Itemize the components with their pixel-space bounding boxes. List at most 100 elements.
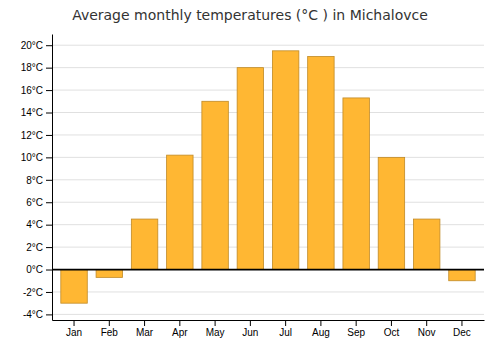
y-tick-mark (46, 135, 52, 136)
x-tick: Apr (172, 320, 188, 338)
grid-line (52, 157, 484, 158)
y-tick-mark (46, 270, 52, 271)
y-axis: -4°C -2°C 0°C 2°C 4°C 6°C 8°C 10°C 12°C 14°C 16°C 1… (21, 35, 53, 321)
y-axis-line (52, 35, 53, 321)
x-tick: May (206, 320, 225, 338)
y-tick-label: 0°C (26, 264, 43, 275)
bar (449, 270, 475, 281)
x-tick: Jul (279, 320, 292, 338)
x-tick-label: Jun (242, 327, 258, 338)
y-tick-label: 10°C (21, 152, 43, 163)
grid-line (52, 314, 484, 315)
bars (52, 51, 484, 303)
x-tick-mark (461, 320, 462, 326)
y-tick-mark (46, 90, 52, 91)
x-tick-label: Dec (453, 327, 471, 338)
bar (343, 98, 369, 270)
y-tick: 12°C (21, 130, 52, 141)
y-tick-mark (46, 225, 52, 226)
y-tick: -4°C (23, 309, 52, 320)
y-tick: 14°C (21, 107, 52, 118)
y-tick-mark (46, 247, 52, 248)
x-tick: Jun (242, 320, 258, 338)
bar (202, 101, 228, 269)
y-tick-mark (46, 45, 52, 46)
bar (61, 270, 87, 304)
y-tick: 2°C (26, 242, 52, 253)
x-axis: Jan Feb Mar Apr May Jun Jul Aug Sep Oct Nov Dec (53, 320, 485, 338)
x-tick: Jan (66, 320, 82, 338)
y-tick-label: -4°C (23, 309, 43, 320)
x-tick-mark (426, 320, 427, 326)
grid-line (52, 202, 484, 203)
zero-line (52, 269, 484, 271)
x-tick-mark (391, 320, 392, 326)
bar (272, 51, 298, 270)
x-tick-mark (74, 320, 75, 326)
bar (308, 56, 334, 269)
x-tick-label: Apr (172, 327, 188, 338)
grid-line (52, 67, 484, 68)
y-tick: 10°C (21, 152, 52, 163)
y-tick-label: 18°C (21, 62, 43, 73)
x-tick-mark (356, 320, 357, 326)
grid-line (52, 291, 484, 292)
y-tick-label: 16°C (21, 85, 43, 96)
y-tick-mark (46, 292, 52, 293)
x-tick: Aug (312, 320, 330, 338)
grid-line (52, 90, 484, 91)
y-tick: 0°C (26, 264, 52, 275)
y-tick: 16°C (21, 85, 52, 96)
x-tick: Nov (418, 320, 436, 338)
y-tick-label: 14°C (21, 107, 43, 118)
grid-line (52, 134, 484, 135)
y-tick-label: 6°C (26, 197, 43, 208)
x-tick-label: Jul (279, 327, 292, 338)
x-tick-mark (250, 320, 251, 326)
y-tick-label: 8°C (26, 175, 43, 186)
y-tick-mark (46, 314, 52, 315)
x-tick: Mar (136, 320, 154, 338)
x-tick: Dec (453, 320, 471, 338)
plot: -4°C -2°C 0°C 2°C 4°C 6°C 8°C 10°C 12°C 14°C 16°C 1… (21, 35, 485, 339)
x-tick-label: Feb (101, 327, 119, 338)
grid-line (52, 269, 484, 270)
bar (96, 270, 122, 278)
bar (237, 68, 263, 270)
x-tick-mark (285, 320, 286, 326)
chart: Average monthly temperatures (°C ) in Mi… (0, 0, 500, 350)
bar (413, 219, 439, 269)
x-tick: Feb (101, 320, 119, 338)
x-tick: Sep (347, 320, 365, 338)
x-tick-mark (320, 320, 321, 326)
x-tick-mark (144, 320, 145, 326)
x-axis-line (53, 320, 485, 321)
grid-line (52, 179, 484, 180)
bar (378, 157, 404, 269)
y-tick: 20°C (21, 40, 52, 51)
x-tick-label: May (206, 327, 225, 338)
y-tick: -2°C (23, 287, 52, 298)
y-tick-mark (46, 180, 52, 181)
y-tick-mark (46, 157, 52, 158)
grid-line (52, 45, 484, 46)
y-tick-mark (46, 202, 52, 203)
x-tick-mark (215, 320, 216, 326)
y-tick-mark (46, 113, 52, 114)
x-tick-label: Aug (312, 327, 330, 338)
grid (52, 45, 484, 314)
y-tick-label: -2°C (23, 287, 43, 298)
y-tick: 4°C (26, 219, 52, 230)
x-tick-label: Oct (384, 327, 400, 338)
x-tick-label: Mar (136, 327, 154, 338)
x-tick-label: Sep (347, 327, 365, 338)
y-tick-mark (46, 68, 52, 69)
x-tick-label: Nov (418, 327, 436, 338)
grid-line (52, 112, 484, 113)
x-tick-mark (109, 320, 110, 326)
y-tick: 6°C (26, 197, 52, 208)
y-tick-label: 4°C (26, 219, 43, 230)
bar (131, 219, 157, 269)
y-tick: 18°C (21, 62, 52, 73)
y-tick-label: 20°C (21, 40, 43, 51)
